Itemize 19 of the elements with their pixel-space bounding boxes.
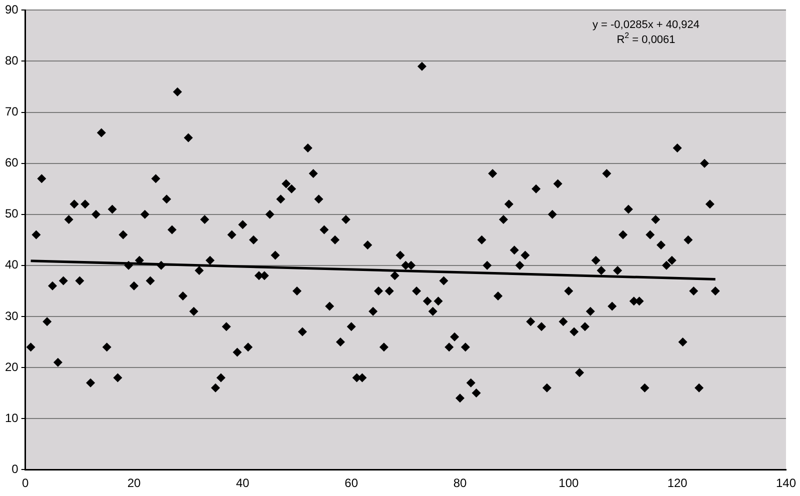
y-tick-label: 70 bbox=[4, 104, 19, 119]
y-tick-label: 40 bbox=[4, 258, 19, 272]
x-tick-label: 0 bbox=[22, 476, 30, 490]
x-tick-label: 80 bbox=[453, 476, 467, 490]
y-tick-label: 10 bbox=[4, 410, 19, 425]
y-tick-label: 30 bbox=[4, 308, 19, 323]
y-tick-label: 0 bbox=[12, 462, 19, 476]
x-tick-label: 20 bbox=[127, 476, 142, 490]
x-tick-label: 40 bbox=[236, 476, 250, 490]
x-tick-label: 140 bbox=[776, 476, 796, 490]
y-tick-label: 60 bbox=[4, 156, 19, 170]
y-tick-label: 50 bbox=[4, 206, 19, 221]
x-tick-label: 100 bbox=[558, 476, 580, 490]
y-tick-label: 90 bbox=[4, 2, 19, 17]
y-tick-label: 80 bbox=[4, 54, 19, 68]
y-tick-label: 20 bbox=[4, 360, 19, 374]
annotation: y = -0,0285x + 40,924 bbox=[592, 19, 700, 32]
x-tick-label: 60 bbox=[344, 476, 358, 490]
x-tick-label: 120 bbox=[667, 476, 688, 490]
